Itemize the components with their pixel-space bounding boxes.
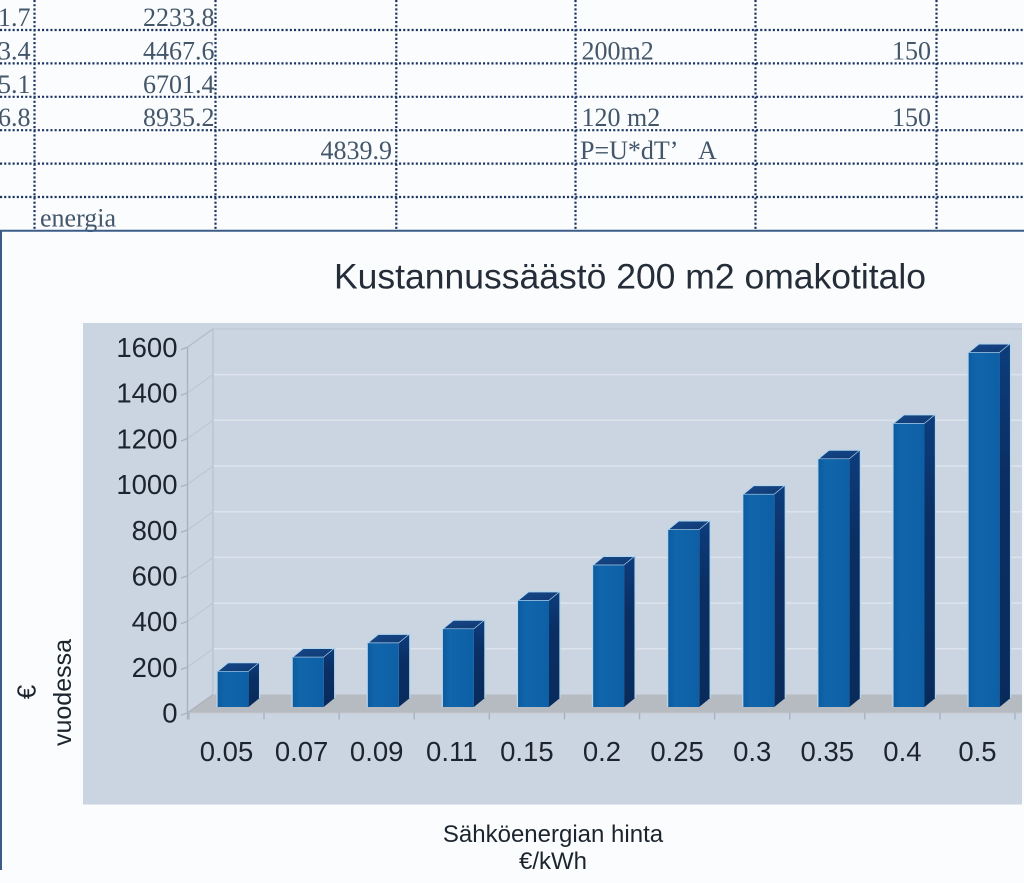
svg-text:150: 150	[892, 36, 931, 65]
svg-text:600: 600	[132, 561, 178, 592]
svg-text:1200: 1200	[116, 423, 177, 454]
svg-text:4467.6: 4467.6	[143, 36, 215, 65]
svg-text:0.5: 0.5	[958, 736, 996, 767]
svg-text:1.7: 1.7	[0, 3, 31, 32]
svg-text:0.09: 0.09	[350, 736, 404, 767]
svg-text:6701.4: 6701.4	[143, 70, 215, 99]
svg-text:0.05: 0.05	[200, 736, 254, 767]
svg-text:120 m2: 120 m2	[582, 103, 661, 132]
svg-text:0.2: 0.2	[583, 736, 621, 767]
svg-text:energia: energia	[40, 203, 116, 232]
svg-text:€/kWh: €/kWh	[519, 848, 587, 875]
svg-text:8935.2: 8935.2	[143, 103, 215, 132]
svg-text:5.1: 5.1	[0, 70, 31, 99]
svg-text:0.4: 0.4	[883, 736, 921, 767]
svg-text:0.15: 0.15	[500, 736, 554, 767]
svg-text:6.8: 6.8	[0, 103, 31, 132]
svg-text:200m2: 200m2	[582, 36, 654, 65]
svg-text:1000: 1000	[116, 469, 177, 500]
svg-text:200: 200	[132, 652, 178, 683]
svg-text:800: 800	[132, 515, 178, 546]
svg-text:0.35: 0.35	[801, 736, 855, 767]
svg-text:0.25: 0.25	[650, 736, 704, 767]
svg-text:0: 0	[162, 698, 177, 729]
svg-text:1400: 1400	[116, 378, 177, 409]
svg-text:150: 150	[892, 103, 931, 132]
svg-text:3.4: 3.4	[0, 36, 31, 65]
svg-text:€: €	[12, 684, 42, 699]
svg-text:400: 400	[132, 606, 178, 637]
svg-text:0.11: 0.11	[426, 736, 477, 767]
svg-text:vuodessa: vuodessa	[49, 639, 77, 746]
svg-text:2233.8: 2233.8	[143, 3, 215, 32]
svg-text:4839.9: 4839.9	[321, 136, 393, 165]
svg-text:Sähköenergian hinta: Sähköenergian hinta	[443, 821, 664, 848]
svg-text:Kustannussäästö 200 m2 omakoti: Kustannussäästö 200 m2 omakotitalo	[334, 257, 926, 297]
svg-text:0.3: 0.3	[733, 736, 771, 767]
svg-text:P=U*dT’ A: P=U*dT’ A	[580, 136, 717, 165]
svg-text:1600: 1600	[116, 332, 177, 363]
svg-text:0.07: 0.07	[275, 736, 329, 767]
